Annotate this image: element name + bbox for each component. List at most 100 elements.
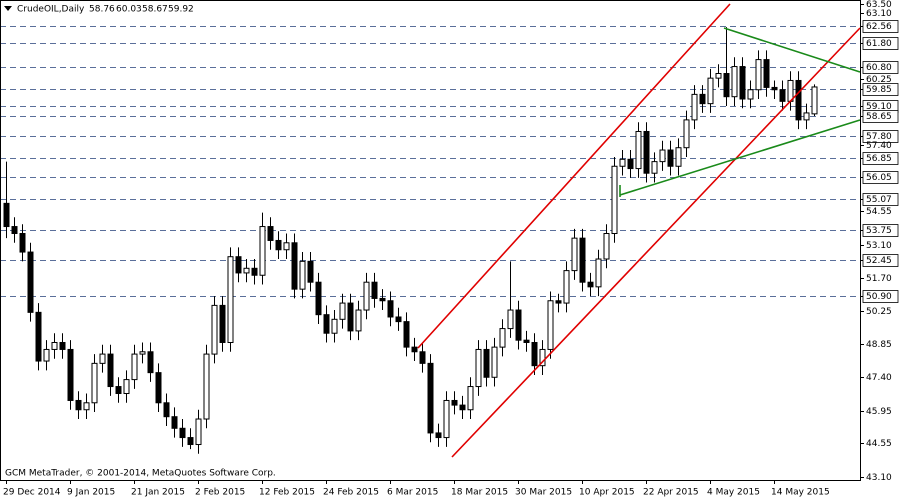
- candle-body: [115, 386, 122, 395]
- y-tick-label: 52.45: [866, 256, 892, 266]
- candle-body: [283, 242, 290, 251]
- y-tick-label: 62.56: [866, 22, 892, 32]
- candle-body: [595, 258, 602, 288]
- candle-body: [731, 66, 738, 98]
- y-tick-label: 53.75: [866, 226, 892, 236]
- candle-body: [219, 304, 226, 343]
- y-tick-label: 44.55: [866, 439, 892, 449]
- candle-body: [571, 237, 578, 272]
- candle-body: [547, 300, 554, 350]
- candle-body: [147, 351, 154, 374]
- level-label-box: [862, 171, 899, 184]
- y-tick-label: 55.07: [866, 195, 892, 205]
- x-tick-label: 6 Mar 2015: [387, 488, 438, 498]
- candle-body: [179, 427, 186, 439]
- triangle-lower: [619, 119, 861, 196]
- candle-body: [763, 59, 770, 88]
- candle-body: [627, 158, 634, 170]
- candle-body: [771, 86, 778, 91]
- candle-body: [531, 341, 538, 367]
- candle-body: [251, 267, 258, 276]
- candle-body: [579, 237, 586, 283]
- candle-body: [691, 93, 698, 121]
- candle-body: [387, 300, 394, 318]
- candle-body: [619, 158, 626, 167]
- candle-body: [43, 348, 50, 362]
- x-tick-label: 24 Feb 2015: [323, 488, 379, 498]
- candle-body: [635, 130, 642, 170]
- candle-body: [451, 399, 458, 406]
- x-tick-label: 30 Mar 2015: [515, 488, 572, 498]
- candle-body: [747, 89, 754, 100]
- candle-body: [291, 242, 298, 290]
- candle-body: [811, 86, 818, 115]
- trend-lines: [417, 3, 861, 458]
- quote-open: 58.76: [89, 5, 115, 15]
- candle-body: [587, 281, 594, 288]
- candle-body: [315, 281, 322, 316]
- candle-body: [507, 309, 514, 330]
- x-tick-label: 10 Apr 2015: [579, 488, 635, 498]
- level-label-box: [862, 152, 899, 165]
- candle-body: [19, 233, 26, 253]
- candle-body: [459, 404, 466, 411]
- channel-lower: [451, 27, 861, 458]
- level-label-box: [862, 83, 899, 96]
- candle-body: [67, 348, 74, 401]
- candle-body: [779, 89, 786, 102]
- chart-title: CrudeOIL,Daily: [17, 5, 85, 15]
- candle-body: [555, 300, 562, 304]
- candle-body: [267, 226, 274, 241]
- level-label-box: [862, 110, 899, 123]
- candle-body: [411, 346, 418, 353]
- candle-body: [99, 353, 106, 364]
- candle-body: [523, 339, 530, 343]
- candle-body: [51, 341, 58, 350]
- y-tick-label: 57.80: [866, 132, 892, 142]
- candle-body: [443, 399, 450, 439]
- candle-body: [539, 348, 546, 367]
- candle-body: [339, 302, 346, 320]
- candle-body: [563, 270, 570, 304]
- candle-body: [651, 161, 658, 174]
- menu-arrow[interactable]: [4, 6, 12, 11]
- candle-body: [243, 267, 250, 274]
- candle-body: [171, 416, 178, 429]
- candle-body: [515, 309, 522, 341]
- candle-body: [83, 402, 90, 411]
- y-tick-label: 56.05: [866, 173, 892, 183]
- candle-body: [643, 130, 650, 174]
- candle-body: [27, 251, 34, 313]
- candle-body: [3, 202, 10, 228]
- candle-body: [803, 112, 810, 121]
- candle-body: [347, 302, 354, 332]
- candle-body: [371, 281, 378, 299]
- candle-body: [75, 399, 82, 411]
- candle-body: [795, 79, 802, 121]
- candle-body: [427, 362, 434, 434]
- y-tick-label: 60.25: [866, 75, 892, 85]
- candle-body: [675, 147, 682, 167]
- candle-body: [299, 260, 306, 290]
- x-tick-label: 14 May 2015: [771, 488, 830, 498]
- candle-body: [11, 226, 18, 235]
- level-label-box: [862, 20, 899, 33]
- candle-body: [723, 73, 730, 98]
- y-tick-label: 50.90: [866, 292, 892, 302]
- candle-body: [355, 309, 362, 332]
- candle-body: [323, 314, 330, 334]
- y-tick-label: 48.85: [866, 340, 892, 350]
- candle-body: [35, 311, 42, 362]
- candle-body: [275, 239, 282, 251]
- x-tick-label: 22 Apr 2015: [643, 488, 699, 498]
- candle-body: [331, 318, 338, 334]
- candle-body: [139, 351, 146, 355]
- level-label-box: [862, 254, 899, 267]
- copyright: GCM MetaTrader, © 2001-2014, MetaQuotes …: [5, 469, 276, 479]
- x-tick-label: 4 May 2015: [707, 488, 760, 498]
- y-tick-label: 61.80: [866, 39, 892, 49]
- candle-body: [123, 379, 130, 395]
- y-tick-label: 43.10: [866, 473, 892, 483]
- plot-frame: [0, 0, 861, 481]
- x-tick-label: 12 Feb 2015: [259, 488, 315, 498]
